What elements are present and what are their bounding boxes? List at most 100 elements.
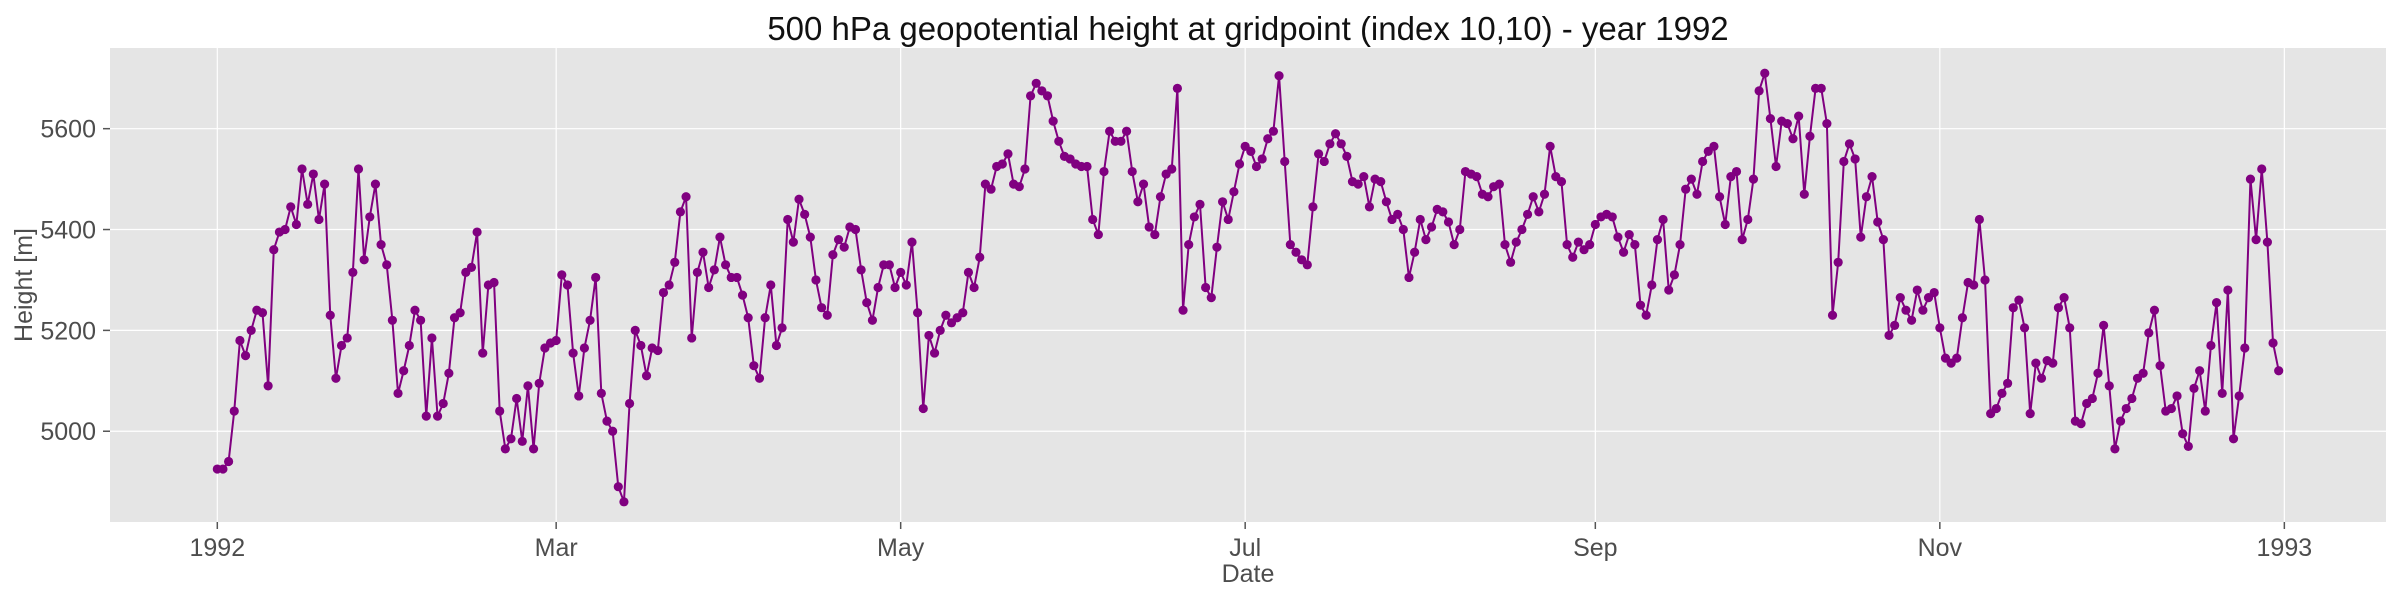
data-point (1359, 171, 1369, 182)
y-tick-label: 5200 (40, 317, 96, 345)
data-point (257, 308, 268, 318)
data-point (1155, 192, 1166, 202)
data-point (2262, 237, 2272, 247)
data-point (963, 267, 974, 277)
data-point (534, 378, 544, 388)
data-point (709, 265, 719, 275)
data-point (1737, 235, 1747, 245)
data-point (2206, 340, 2216, 351)
data-point (240, 351, 251, 361)
data-point (280, 224, 290, 235)
data-point (421, 411, 431, 421)
data-point (862, 298, 872, 308)
data-point (2234, 391, 2244, 401)
data-point (2115, 416, 2126, 426)
data-point (1630, 240, 1640, 250)
data-point (325, 310, 335, 320)
data-point (1483, 192, 1493, 202)
data-point (1545, 141, 1555, 151)
data-point (466, 262, 477, 272)
data-point (1884, 330, 1894, 341)
data-point (2228, 434, 2239, 444)
data-point (1257, 154, 1267, 164)
data-point (1748, 174, 1759, 184)
data-point (478, 348, 488, 358)
data-point (314, 214, 324, 225)
data-point (1957, 313, 1968, 323)
data-point (370, 179, 381, 189)
y-tick-label: 5600 (40, 116, 96, 144)
data-point (1974, 214, 1984, 225)
data-point (303, 199, 313, 209)
data-point (2076, 419, 2086, 429)
data-point (1042, 91, 1053, 101)
data-point (1799, 189, 1809, 199)
data-point (969, 282, 979, 293)
data-point (1731, 166, 1742, 177)
data-point (1827, 310, 1838, 320)
data-point (1754, 86, 1764, 96)
data-point (777, 323, 787, 333)
data-point (1217, 197, 1228, 207)
data-point (788, 237, 798, 247)
data-point (1314, 149, 1324, 159)
data-point (2240, 343, 2250, 353)
data-point (438, 398, 448, 409)
data-point (2155, 361, 2165, 371)
data-point (1839, 156, 1849, 167)
data-point (1794, 111, 1804, 121)
data-point (1426, 222, 1437, 232)
data-point (1054, 136, 1064, 146)
x-tick-label: May (877, 534, 925, 562)
data-point (1494, 179, 1504, 189)
data-point (2172, 391, 2182, 401)
data-point (636, 340, 646, 351)
data-point (1178, 305, 1188, 315)
data-point (286, 202, 296, 212)
data-point (1969, 280, 1979, 290)
data-point (1528, 192, 1538, 202)
y-axis-label: Height [m] (10, 228, 38, 342)
data-point (574, 391, 584, 401)
x-tick-label: Jul (1229, 534, 1261, 562)
data-point (1822, 119, 1832, 129)
data-point (308, 169, 318, 179)
data-point (918, 403, 928, 414)
y-axis-ticks: 5000 5200 5400 5600 (40, 116, 110, 446)
data-point (1302, 260, 1312, 270)
data-point (822, 310, 832, 320)
data-point (890, 282, 900, 293)
data-point (1771, 161, 1781, 172)
data-point (1833, 257, 1843, 267)
data-point (800, 209, 810, 219)
data-point (817, 303, 827, 313)
data-point (568, 348, 578, 358)
data-point (1268, 126, 1279, 136)
data-point (1393, 209, 1403, 219)
data-point (2166, 403, 2176, 414)
data-point (444, 368, 454, 378)
data-point (1121, 126, 1132, 136)
data-point (393, 388, 403, 399)
data-point (1635, 300, 1646, 310)
data-point (331, 373, 341, 383)
data-point (1952, 353, 1962, 363)
data-point (986, 184, 996, 194)
data-point (720, 260, 731, 270)
data-point (1765, 114, 1776, 124)
data-point (624, 398, 635, 409)
data-point (1664, 285, 1674, 295)
data-point (557, 270, 567, 280)
data-point (1381, 197, 1391, 207)
data-point (1443, 217, 1454, 227)
data-point (1585, 240, 1595, 250)
data-point (1342, 151, 1352, 162)
data-point (1534, 207, 1544, 217)
data-point (2065, 323, 2075, 333)
data-point (297, 164, 307, 174)
data-point (382, 260, 392, 270)
data-point (1607, 212, 1617, 222)
data-point (1014, 182, 1024, 192)
data-point (1647, 280, 1657, 290)
